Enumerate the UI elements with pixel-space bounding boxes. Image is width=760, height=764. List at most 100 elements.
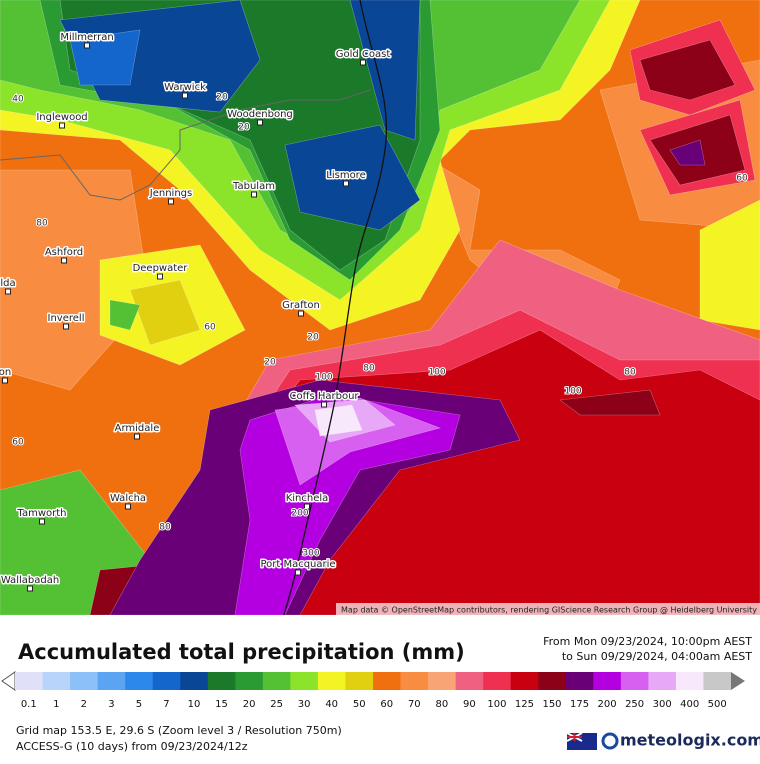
precip-area xyxy=(284,124,421,231)
place-label: Gold Coast xyxy=(336,49,391,60)
place-label: Tamworth xyxy=(17,508,67,519)
colorbar-label: 40 xyxy=(325,699,338,710)
place-label: Ashford xyxy=(45,247,83,258)
colorbar-swatch xyxy=(180,672,209,690)
colorbar-swatch xyxy=(675,672,704,690)
place-label: Deepwater xyxy=(133,263,189,274)
contour-label: 100 xyxy=(428,368,445,378)
place-marker xyxy=(27,585,33,592)
colorbar-swatch xyxy=(565,672,594,690)
place-label: Warwick xyxy=(164,82,206,93)
precip-area xyxy=(699,199,760,331)
place-marker xyxy=(134,433,140,440)
place-marker xyxy=(59,122,65,129)
colorbar-label: 250 xyxy=(625,699,644,710)
legend-title: Accumulated total precipitation (mm) xyxy=(18,640,465,664)
contour-label: 300 xyxy=(302,549,319,559)
contour-label: 40 xyxy=(12,95,24,105)
flag xyxy=(566,732,597,750)
place-marker xyxy=(2,377,8,384)
colorbar-swatch xyxy=(152,672,181,690)
place-marker xyxy=(257,119,263,126)
map: Gold Coast Millmerran Warwick Inglewood Wood… xyxy=(0,0,760,615)
colorbar-label: 7 xyxy=(163,699,169,710)
place-marker xyxy=(61,257,67,264)
place-marker xyxy=(5,288,11,295)
precip-area xyxy=(109,299,141,331)
contour-label: 20 xyxy=(216,93,228,103)
contour-label: 80 xyxy=(159,523,171,533)
place-marker xyxy=(251,191,257,198)
colorbar-arrow-left xyxy=(1,671,16,691)
place-label: Inglewood xyxy=(36,112,87,123)
place-label: Tabulam xyxy=(232,181,275,192)
precip-area xyxy=(129,279,201,346)
place-marker xyxy=(295,569,301,576)
place-marker xyxy=(360,59,366,66)
attribution-bg xyxy=(336,603,760,615)
colorbar-swatch xyxy=(97,672,126,690)
colorbar-label: 200 xyxy=(598,699,617,710)
place-marker xyxy=(39,518,45,525)
place-marker xyxy=(157,273,163,280)
logo[interactable]: meteologix.com xyxy=(620,731,760,750)
precip-area xyxy=(669,139,706,166)
logo-icon xyxy=(601,732,619,750)
place-label: Walcha xyxy=(110,493,146,504)
colorbar: 0.1 1 2 3 5 7 10 15 20 25 30 40 50 60 70 80 90 100 125 150 1… xyxy=(1,671,745,710)
date-from: From Mon 09/23/2024, 10:00pm AEST xyxy=(543,635,752,648)
contour-label: 80 xyxy=(36,219,48,229)
colorbar-swatch xyxy=(262,672,291,690)
colorbar-swatch xyxy=(620,672,649,690)
place-marker xyxy=(304,503,310,510)
contour-label: 20 xyxy=(238,123,250,133)
colorbar-swatch xyxy=(290,672,319,690)
place-label: Inverell xyxy=(48,313,85,324)
flag-cross xyxy=(567,733,582,741)
colorbar-swatch xyxy=(15,672,43,690)
place-marker xyxy=(84,42,90,49)
colorbar-label: 5 xyxy=(136,699,142,710)
precip-area xyxy=(349,0,421,141)
precip-area xyxy=(639,39,736,101)
colorbar-label: 3 xyxy=(108,699,114,710)
colorbar-label: 300 xyxy=(653,699,672,710)
place-label: Lismore xyxy=(326,170,365,181)
place-label: Millmerran xyxy=(60,32,113,43)
contour-label: 60 xyxy=(12,438,24,448)
colorbar-swatch xyxy=(648,672,677,690)
coastline xyxy=(283,0,388,615)
colorbar-label: 80 xyxy=(435,699,448,710)
colorbar-label: 125 xyxy=(515,699,534,710)
place-label: Port Macquarie xyxy=(260,559,335,570)
contour-label: 80 xyxy=(624,368,636,378)
colorbar-label: 25 xyxy=(270,699,283,710)
colorbar-swatch xyxy=(235,672,264,690)
colorbar-label: 60 xyxy=(380,699,393,710)
colorbar-swatch xyxy=(345,672,374,690)
contour-label: 60 xyxy=(736,174,748,184)
colorbar-label: 500 xyxy=(708,699,727,710)
place-label: Woodenbong xyxy=(227,109,293,120)
colorbar-swatch xyxy=(373,672,401,690)
place-label: Kinchela xyxy=(286,493,329,504)
colorbar-label: 1 xyxy=(53,699,59,710)
place-label: on xyxy=(0,367,11,378)
colorbar-label: 400 xyxy=(680,699,699,710)
colorbar-swatch xyxy=(483,672,511,690)
colorbar-swatch xyxy=(428,672,456,690)
colorbar-swatch xyxy=(593,672,622,690)
colorbar-label: 70 xyxy=(408,699,421,710)
colorbar-swatch xyxy=(400,672,429,690)
colorbar-label: 20 xyxy=(243,699,256,710)
colorbar-label: 150 xyxy=(542,699,561,710)
place-label: Wallabadah xyxy=(1,575,59,586)
colorbar-swatch xyxy=(125,672,153,690)
colorbar-label: 15 xyxy=(215,699,228,710)
colorbar-label: 10 xyxy=(188,699,201,710)
border xyxy=(0,89,371,201)
place-label: lda xyxy=(0,278,15,289)
date-to: to Sun 09/29/2024, 04:00am AEST xyxy=(562,650,752,663)
colorbar-swatch xyxy=(538,672,567,690)
